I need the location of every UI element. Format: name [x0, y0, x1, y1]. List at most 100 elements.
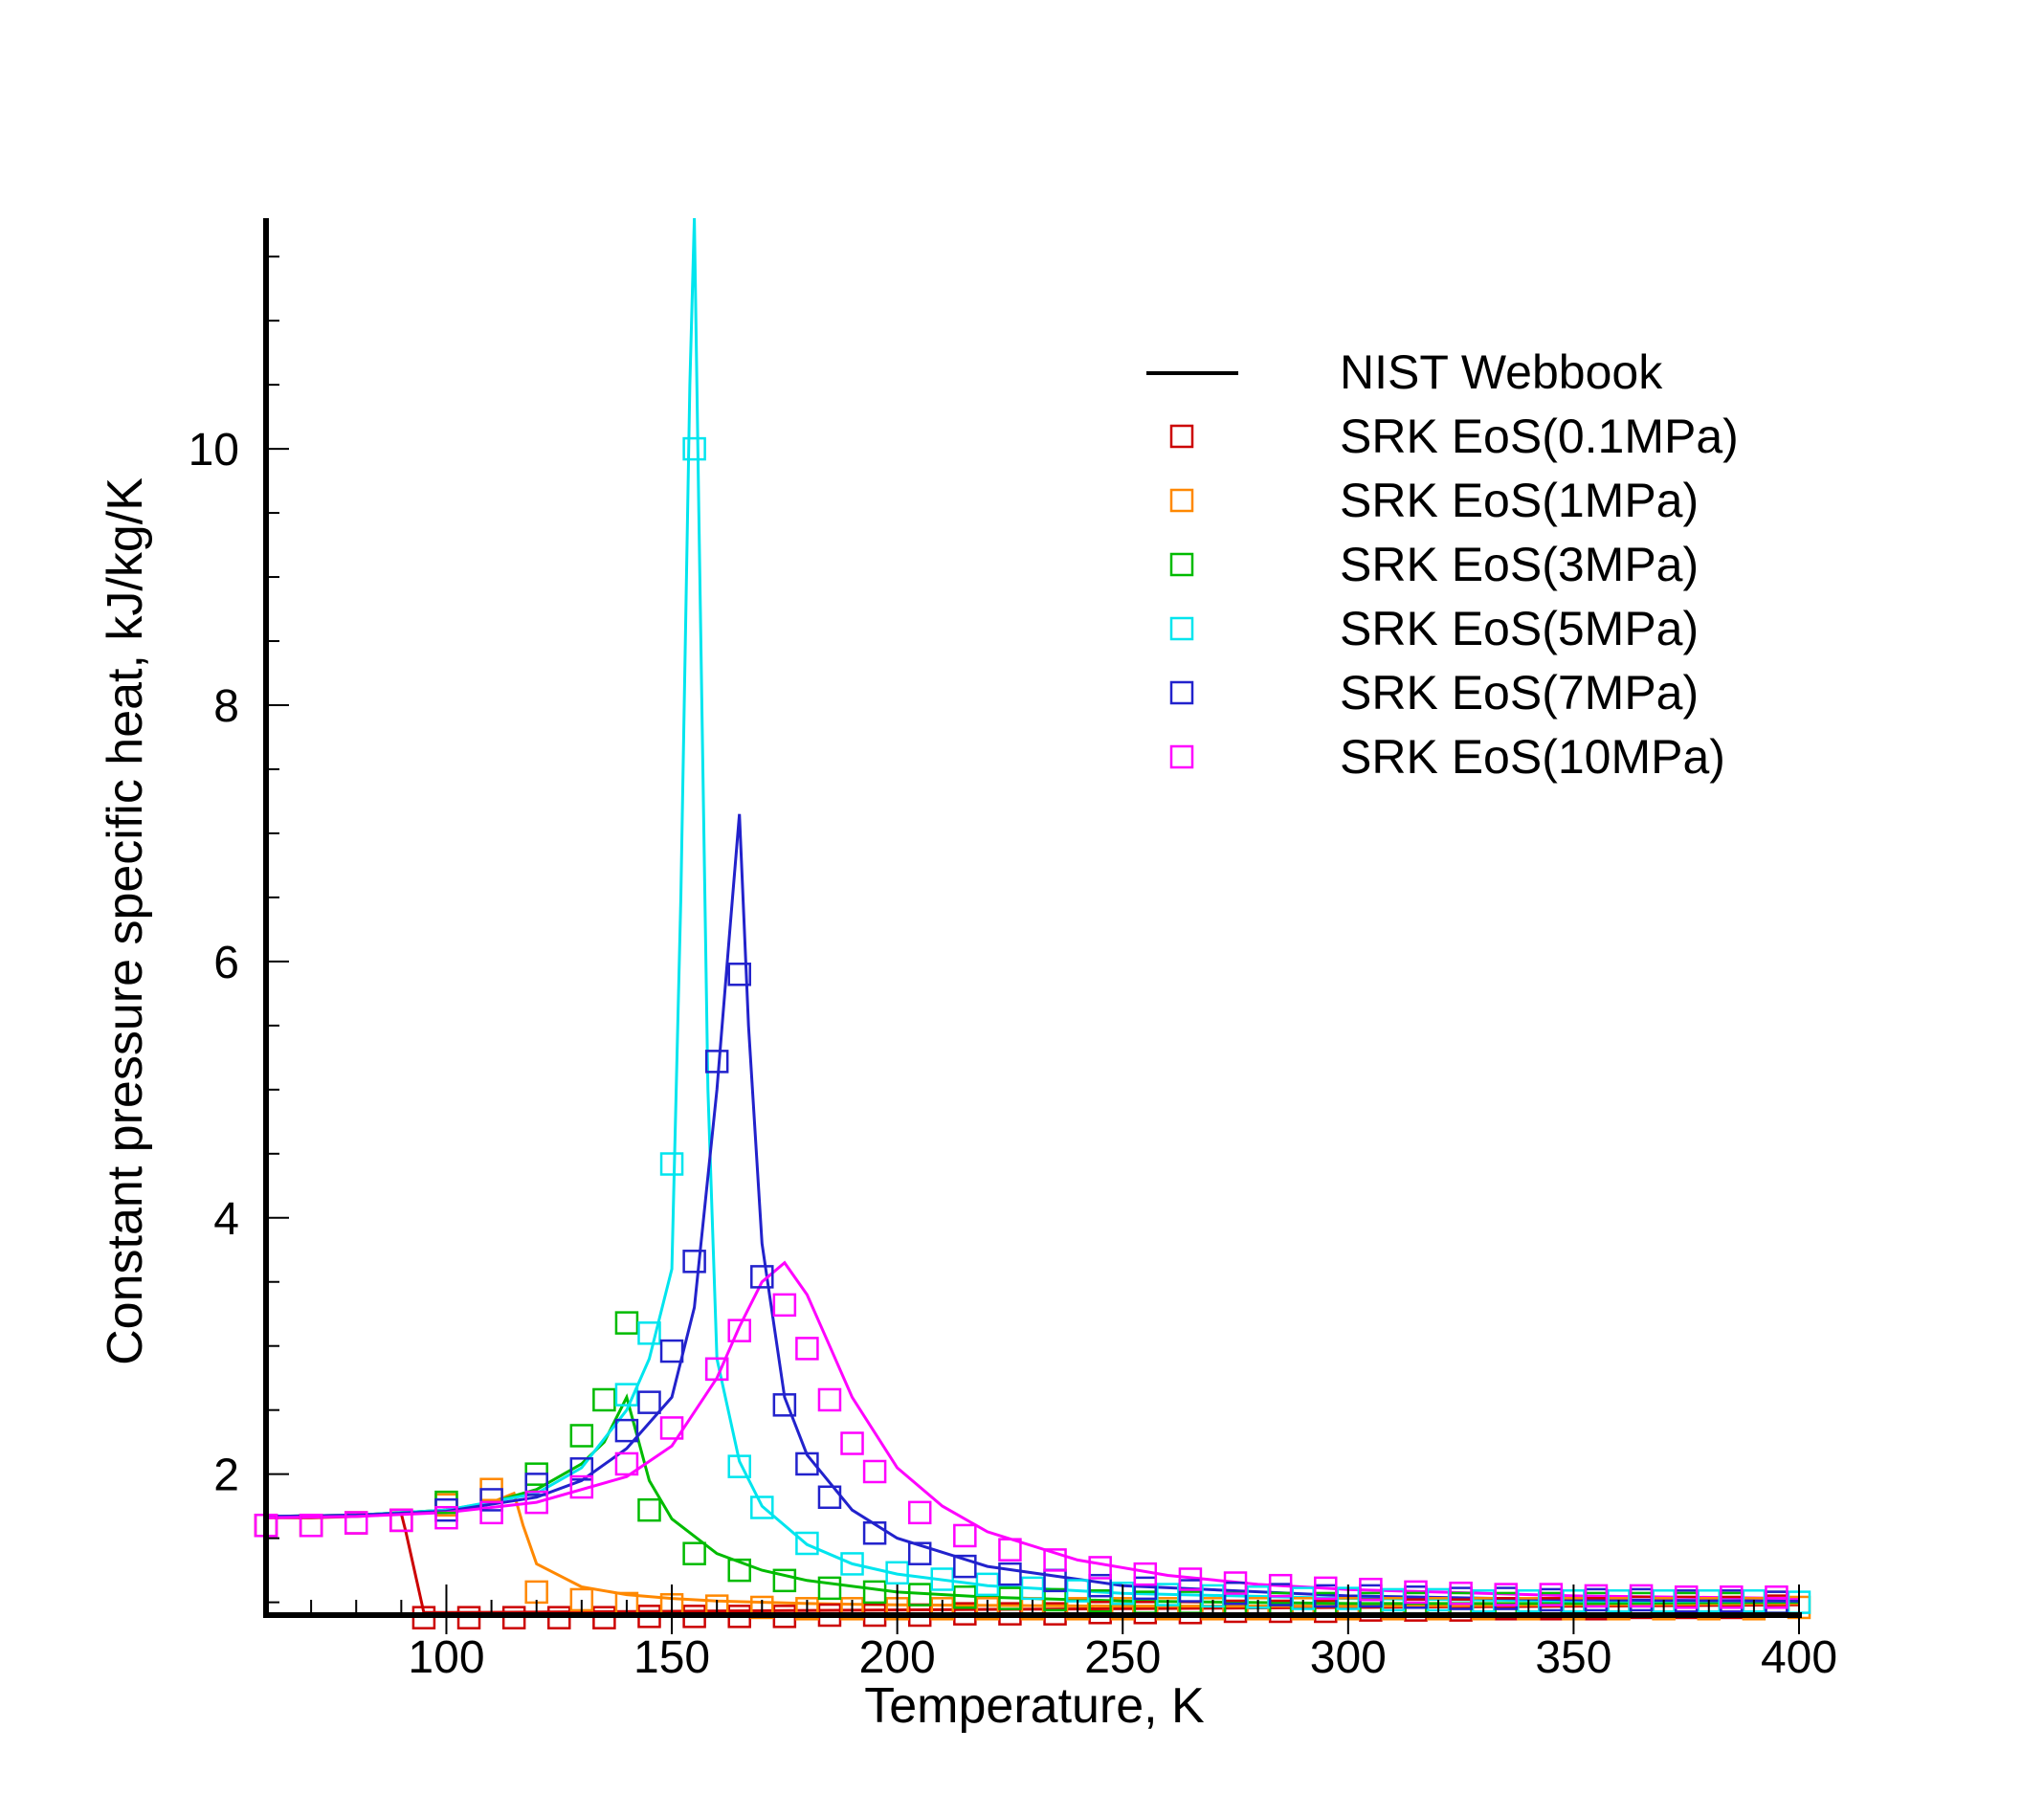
srk-marker-point [840, 1431, 864, 1455]
srk-marker-point [1178, 1567, 1203, 1591]
srk-marker-point [704, 1050, 729, 1074]
srk-marker-point [637, 1497, 661, 1522]
srk-marker-point [953, 1584, 977, 1609]
srk-marker-point [434, 1505, 458, 1530]
srk-marker-point [1449, 1581, 1473, 1606]
srk-marker-point [1156, 1597, 1180, 1621]
srk-marker-point [569, 1424, 594, 1448]
srk-marker-point [1584, 1584, 1609, 1608]
y-tick-label: 6 [213, 938, 239, 988]
srk-marker-point [637, 1321, 661, 1345]
srk-marker-point [772, 1568, 797, 1593]
srk-marker-point [727, 1558, 751, 1583]
legend-marker-swatch [1169, 552, 1194, 577]
srk-marker-point [750, 1496, 774, 1519]
srk-marker-point [682, 1541, 706, 1565]
srk-marker-point [975, 1597, 1000, 1621]
srk-marker-point [1088, 1556, 1112, 1580]
srk-marker-point [1629, 1584, 1654, 1608]
srk-marker-point [389, 1508, 413, 1533]
srk-marker-point [614, 1451, 639, 1476]
srk-marker-point [659, 1416, 684, 1440]
srk-marker-point [1494, 1583, 1518, 1606]
srk-marker-point [479, 1488, 503, 1512]
legend-marker-swatch [1169, 680, 1194, 705]
srk-marker-point [569, 1457, 594, 1481]
srk-marker-point [840, 1552, 864, 1576]
srk-marker-point [1020, 1576, 1045, 1601]
srk-marker-point [659, 1152, 684, 1176]
x-tick-label: 100 [408, 1632, 484, 1683]
x-tick-label: 150 [633, 1632, 710, 1683]
srk-marker-point [1314, 1576, 1338, 1601]
srk-marker-point [840, 1597, 864, 1621]
srk-marker-point [682, 1250, 706, 1274]
srk-marker-point [998, 1586, 1022, 1610]
srk-marker-point [1268, 1573, 1293, 1598]
srk-marker-point [772, 1393, 797, 1417]
srk-marker-point [1133, 1562, 1158, 1586]
srk-marker-point [614, 1383, 639, 1407]
srk-marker-point [1359, 1577, 1383, 1602]
axes [263, 218, 1802, 1634]
srk-marker-point [862, 1521, 887, 1545]
x-axis-label: Temperature, K [864, 1678, 1205, 1734]
legend-label-srk: SRK EoS(0.1MPa) [1340, 410, 1739, 463]
srk-marker-point [795, 1597, 819, 1621]
srk-marker-point [592, 1387, 616, 1412]
y-axis-label: Constant pressure specific heat, kJ/kg/K [98, 477, 153, 1365]
srk-marker-point [907, 1500, 932, 1525]
nist-curve-line [266, 1260, 1800, 1601]
srk-marker-point [998, 1538, 1022, 1562]
nist-curve-line [266, 813, 1800, 1603]
y-tick-label: 4 [213, 1194, 239, 1245]
srk-marker-point [727, 1318, 751, 1342]
srk-marker-point [1404, 1580, 1428, 1605]
legend-marker-swatch [1169, 744, 1194, 769]
srk-marker-point [479, 1500, 503, 1525]
srk-marker-point [930, 1597, 955, 1621]
srk-marker-point [1720, 1584, 1744, 1609]
srk-marker-point [795, 1337, 819, 1361]
srk-marker-point [1223, 1571, 1248, 1595]
srk-marker-point [953, 1554, 977, 1579]
srk-marker-point [795, 1531, 819, 1556]
legend-marker-swatch [1169, 488, 1194, 513]
srk-marker-point [862, 1459, 887, 1484]
srk-marker-point [817, 1387, 842, 1412]
x-tick-label: 300 [1310, 1632, 1387, 1683]
legend-label-srk: SRK EoS(10MPa) [1340, 730, 1725, 784]
srk-marker-point [1065, 1597, 1090, 1621]
srk-marker-point [704, 1357, 729, 1382]
srk-marker-point [1043, 1587, 1067, 1612]
srk-marker-point [885, 1561, 909, 1585]
legend-label-srk: SRK EoS(1MPa) [1340, 474, 1699, 527]
srk-marker-point [750, 1265, 774, 1289]
srk-marker-point [817, 1485, 842, 1510]
y-tick-label: 10 [189, 425, 239, 476]
srk-marker-point [614, 1418, 639, 1443]
srk-marker-point [682, 436, 706, 461]
srk-marker-point [953, 1523, 977, 1548]
srk-marker-point [1539, 1583, 1564, 1606]
srk-marker-point [1088, 1573, 1112, 1598]
x-tick-label: 400 [1761, 1632, 1837, 1683]
tick-labels: 100 150 200 250 300 350 400 2 4 6 8 10 [189, 425, 1837, 1683]
srk-marker-point [637, 1390, 661, 1414]
srk-marker-point [907, 1541, 932, 1565]
legend-label-nist: NIST Webbook [1340, 345, 1663, 399]
srk-marker-point [1133, 1576, 1158, 1601]
y-tick-label: 8 [213, 681, 239, 732]
legend-label-srk: SRK EoS(7MPa) [1340, 666, 1699, 720]
x-tick-label: 200 [859, 1632, 936, 1683]
srk-marker-point [817, 1576, 842, 1601]
y-tick-label: 2 [213, 1451, 239, 1501]
srk-marker-point [1674, 1584, 1699, 1609]
srk-marker-point [930, 1567, 955, 1591]
srk-marker-point [659, 1339, 684, 1363]
srk-marker-point [299, 1513, 323, 1538]
legend-marker-swatch [1169, 424, 1194, 449]
srk-marker-point [772, 1293, 797, 1318]
srk-marker-point [524, 1580, 548, 1605]
x-tick-label: 250 [1084, 1632, 1161, 1683]
